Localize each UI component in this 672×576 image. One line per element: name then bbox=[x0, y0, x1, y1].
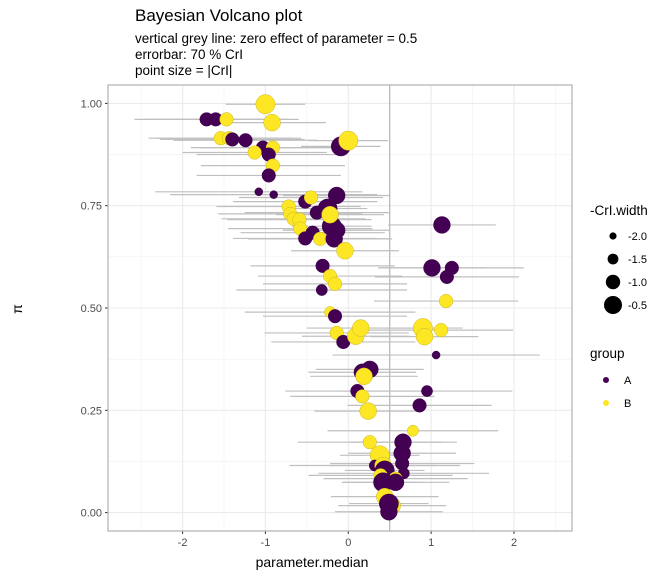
x-tick-label: 1 bbox=[428, 537, 434, 549]
legend: -CrI.width group -2.0 -1.5 -1.0 -0.5 AB bbox=[590, 203, 648, 410]
data-point-B bbox=[362, 435, 377, 450]
data-point-B bbox=[407, 424, 419, 437]
chart-title: Bayesian Volcano plot bbox=[135, 6, 303, 25]
data-point-A bbox=[328, 186, 346, 205]
data-point-B bbox=[263, 113, 281, 132]
data-point-A bbox=[412, 398, 427, 413]
data-point-A bbox=[433, 216, 451, 234]
size-legend-key bbox=[607, 253, 619, 265]
y-tick-label: 0.00 bbox=[81, 508, 102, 520]
y-tick-label: 1.00 bbox=[81, 98, 102, 110]
plot-panel bbox=[105, 84, 573, 534]
data-point-B bbox=[247, 145, 262, 160]
data-point-B bbox=[321, 206, 339, 224]
size-legend-key bbox=[604, 296, 622, 314]
size-legend-label: -0.5 bbox=[628, 300, 647, 312]
color-legend-label: B bbox=[624, 398, 631, 410]
data-point-A bbox=[298, 231, 313, 246]
x-tick-label: -2 bbox=[178, 537, 188, 549]
data-point-B bbox=[355, 389, 370, 404]
size-legend-title: -CrI.width bbox=[590, 203, 648, 218]
data-point-A bbox=[380, 503, 398, 521]
size-legend-label: -2.0 bbox=[628, 231, 647, 243]
x-tick-label: -1 bbox=[261, 537, 271, 549]
x-tick-label: 2 bbox=[511, 537, 517, 549]
y-axis-label: π bbox=[9, 304, 25, 314]
data-point-B bbox=[439, 293, 454, 309]
data-point-B bbox=[338, 130, 359, 151]
data-point-B bbox=[352, 319, 370, 337]
data-point-A bbox=[261, 168, 276, 183]
data-point-B bbox=[219, 112, 234, 127]
data-point-A bbox=[238, 133, 253, 148]
data-point-B bbox=[355, 367, 373, 385]
data-point-A bbox=[315, 284, 328, 296]
data-point-A bbox=[421, 385, 433, 397]
x-axis-label: parameter.median bbox=[256, 554, 369, 570]
y-tick-label: 0.75 bbox=[81, 201, 102, 213]
size-legend-label: -1.5 bbox=[628, 254, 647, 266]
data-point-B bbox=[336, 242, 354, 260]
color-legend-title: group bbox=[590, 346, 625, 361]
size-legend-key bbox=[609, 232, 617, 240]
data-point-B bbox=[313, 231, 328, 246]
data-point-B bbox=[255, 94, 276, 115]
data-point-A bbox=[225, 132, 240, 147]
color-legend-key-A bbox=[603, 377, 609, 383]
chart-subtitle-2: errorbar: 70 % CrI bbox=[135, 47, 243, 62]
data-point-B bbox=[303, 190, 319, 205]
y-tick-label: 0.25 bbox=[81, 405, 102, 417]
data-point-A bbox=[431, 350, 441, 360]
color-legend-key-B bbox=[603, 400, 609, 406]
panel-border bbox=[107, 84, 573, 532]
data-point-B bbox=[327, 276, 343, 291]
data-point-A bbox=[315, 258, 330, 273]
data-point-A bbox=[439, 269, 454, 284]
size-legend-label: -1.0 bbox=[628, 277, 647, 289]
x-tick-label: 0 bbox=[345, 537, 351, 549]
data-point-B bbox=[434, 323, 449, 338]
size-legend-key bbox=[605, 274, 621, 290]
chart-subtitle-1: vertical grey line: zero effect of param… bbox=[135, 31, 417, 46]
data-point-A bbox=[325, 230, 343, 248]
data-point-B bbox=[359, 402, 377, 420]
chart-subtitle-3: point size = |CrI| bbox=[135, 63, 232, 78]
color-legend-label: A bbox=[624, 375, 632, 387]
data-point-A bbox=[423, 259, 441, 277]
data-point-B bbox=[415, 327, 434, 346]
y-tick-label: 0.50 bbox=[81, 303, 102, 315]
data-point-A bbox=[254, 187, 264, 197]
data-point-A bbox=[269, 190, 278, 199]
data-point-A bbox=[327, 309, 343, 324]
data-point-A bbox=[386, 473, 405, 491]
